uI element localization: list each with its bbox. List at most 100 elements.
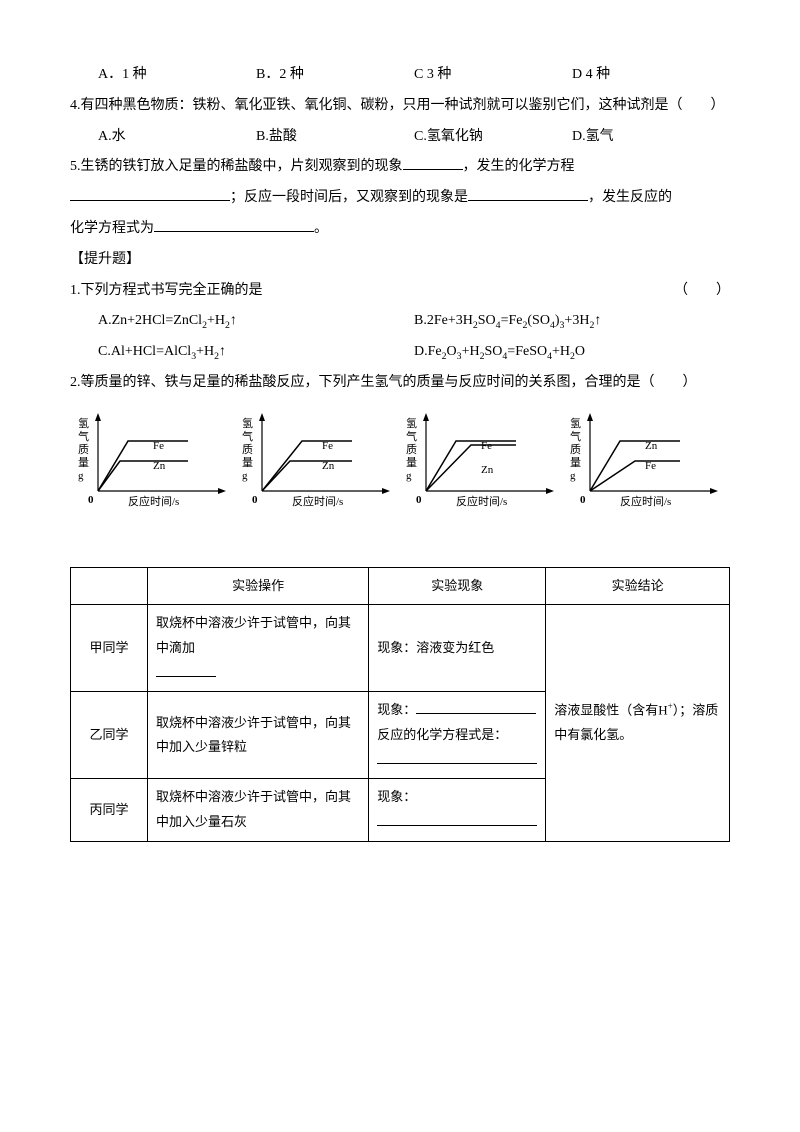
row3-who: 丙同学 [71,779,148,841]
svg-text:0: 0 [580,494,586,506]
pq1-row1: A.Zn+2HCl=ZnCl2+H2↑ B.2Fe+3H2SO4=Fe2(SO4… [70,306,730,337]
row1-conc: 溶液显酸性（含有H+）；溶质中有氯化氢。 [546,605,730,842]
svg-text:反应时间/s: 反应时间/s [620,494,671,508]
chart: 0 氢气质量g 反应时间/s Fe Zn [70,409,230,514]
th-phen: 实验现象 [369,567,546,605]
table-header-row: 实验操作 实验现象 实验结论 [71,567,730,605]
q3-opt-c: C 3 种 [414,60,572,91]
svg-text:氢: 氢 [78,416,89,430]
row3-phen: 现象： [369,779,546,841]
svg-text:Zn: Zn [481,464,494,476]
svg-text:氢: 氢 [570,416,581,430]
svg-text:反应时间/s: 反应时间/s [128,494,179,508]
svg-text:Fe: Fe [645,460,656,472]
q5-blank3[interactable] [468,186,588,201]
svg-text:0: 0 [88,494,94,506]
svg-text:g: g [406,470,412,482]
pq1-row2: C.Al+HCl=AlCl3+H2↑ D.Fe2O3+H2SO4=FeSO4+H… [70,337,730,368]
row1-phen: 现象：溶液变为红色 [369,605,546,692]
svg-text:0: 0 [252,494,258,506]
q3-opt-b: B．2 种 [256,60,414,91]
svg-text:g: g [570,470,576,482]
q4-stem: 4.有四种黑色物质：铁粉、氧化亚铁、氧化铜、碳粉，只用一种试剂就可以鉴别它们，这… [70,91,730,122]
pq1-paren: （ ） [674,276,730,307]
svg-text:Fe: Fe [322,440,333,452]
pq1: 1.下列方程式书写完全正确的是 （ ） [70,276,730,307]
q5-p2a: ；反应一段时间后，又观察到的现象是 [230,190,468,205]
svg-text:质: 质 [78,443,89,456]
svg-text:0: 0 [416,494,422,506]
svg-text:质: 质 [570,443,581,456]
row2-phen-blank[interactable] [416,700,536,714]
q4-opt-c: C.氢氧化钠 [414,122,572,153]
q4-options: A.水 B.盐酸 C.氢氧化钠 D.氢气 [70,122,730,153]
svg-text:气: 气 [242,429,253,443]
q5-p1b: ，发生的化学方程 [463,159,575,174]
row1-who: 甲同学 [71,605,148,692]
q5-p2b: ，发生反应的 [588,190,672,205]
svg-text:气: 气 [570,429,581,443]
q5-blank4[interactable] [154,217,314,232]
svg-text:氢: 氢 [242,416,253,430]
svg-text:气: 气 [78,429,89,443]
section-title: 【提升题】 [70,245,730,276]
svg-text:质: 质 [242,443,253,456]
q3-opt-d: D 4 种 [572,60,730,91]
row1-op: 取烧杯中溶液少许于试管中，向其中滴加 [148,605,369,692]
row3-phen-blank[interactable] [377,812,537,826]
svg-text:量: 量 [570,456,581,469]
th-blank [71,567,148,605]
svg-text:g: g [78,470,84,482]
q4-opt-d: D.氢气 [572,122,730,153]
svg-text:气: 气 [406,429,417,443]
pq2-stem: 2.等质量的锌、铁与足量的稀盐酸反应，下列产生氢气的质量与反应时间的关系图，合理… [70,368,730,399]
svg-text:Zn: Zn [153,460,166,472]
row2-phen: 现象： 反应的化学方程式是： [369,692,546,779]
q5-p1a: 5.生锈的铁钉放入足量的稀盐酸中，片刻观察到的现象 [70,159,403,174]
row3-op: 取烧杯中溶液少许于试管中，向其中加入少量石灰 [148,779,369,841]
svg-text:量: 量 [242,456,253,469]
q4-opt-a: A.水 [98,122,256,153]
svg-text:量: 量 [78,456,89,469]
row2-who: 乙同学 [71,692,148,779]
svg-text:Zn: Zn [322,460,335,472]
row1-op-blank[interactable] [156,663,216,677]
row2-op: 取烧杯中溶液少许于试管中，向其中加入少量锌粒 [148,692,369,779]
row2-eq-blank[interactable] [377,750,537,764]
experiment-table: 实验操作 实验现象 实验结论 甲同学 取烧杯中溶液少许于试管中，向其中滴加 现象… [70,567,730,842]
q5-blank2[interactable] [70,186,230,201]
chart-wrap: 0 氢气质量g 反应时间/s Fe Zn [70,409,230,527]
svg-text:量: 量 [406,456,417,469]
svg-text:Zn: Zn [645,440,658,452]
q4-opt-b: B.盐酸 [256,122,414,153]
svg-text:Fe: Fe [153,440,164,452]
pq1-opt-b: B.2Fe+3H2SO4=Fe2(SO4)3+3H2↑ [414,306,730,337]
q5-line1: 5.生锈的铁钉放入足量的稀盐酸中，片刻观察到的现象 ，发生的化学方程 [70,152,730,183]
svg-text:g: g [242,470,248,482]
q5-line3: 化学方程式为 。 [70,214,730,245]
svg-text:质: 质 [406,443,417,456]
q5-blank1[interactable] [403,155,463,170]
q3-opt-a: A．1 种 [98,60,256,91]
svg-text:Fe: Fe [481,440,492,452]
q5-line2: ；反应一段时间后，又观察到的现象是 ，发生反应的 [70,183,730,214]
chart: 0 氢气质量g 反应时间/s Fe Zn [234,409,394,514]
svg-text:氢: 氢 [406,416,417,430]
chart-wrap: 0 氢气质量g 反应时间/s Fe Zn [234,409,394,527]
pq1-opt-d: D.Fe2O3+H2SO4=FeSO4+H2O [414,337,730,368]
svg-text:反应时间/s: 反应时间/s [456,494,507,508]
q5-p3b: 。 [314,221,328,236]
th-op: 实验操作 [148,567,369,605]
th-conc: 实验结论 [546,567,730,605]
chart-wrap: 0 氢气质量g 反应时间/s Fe Zn [398,409,558,527]
chart: 0 氢气质量g 反应时间/s Fe Zn [398,409,558,514]
q5-p3a: 化学方程式为 [70,221,154,236]
svg-text:反应时间/s: 反应时间/s [292,494,343,508]
chart: 0 氢气质量g 反应时间/s Zn Fe [562,409,722,514]
q3-options: A．1 种 B．2 种 C 3 种 D 4 种 [70,60,730,91]
chart-wrap: 0 氢气质量g 反应时间/s Zn Fe [562,409,722,527]
pq1-opt-a: A.Zn+2HCl=ZnCl2+H2↑ [98,306,414,337]
pq1-stem: 1.下列方程式书写完全正确的是 [70,283,263,298]
table-row: 甲同学 取烧杯中溶液少许于试管中，向其中滴加 现象：溶液变为红色 溶液显酸性（含… [71,605,730,692]
pq2-charts: 0氢气质量g反应时间/sFeZn0氢气质量g反应时间/sFeZn0氢气质量g反应… [70,409,730,527]
